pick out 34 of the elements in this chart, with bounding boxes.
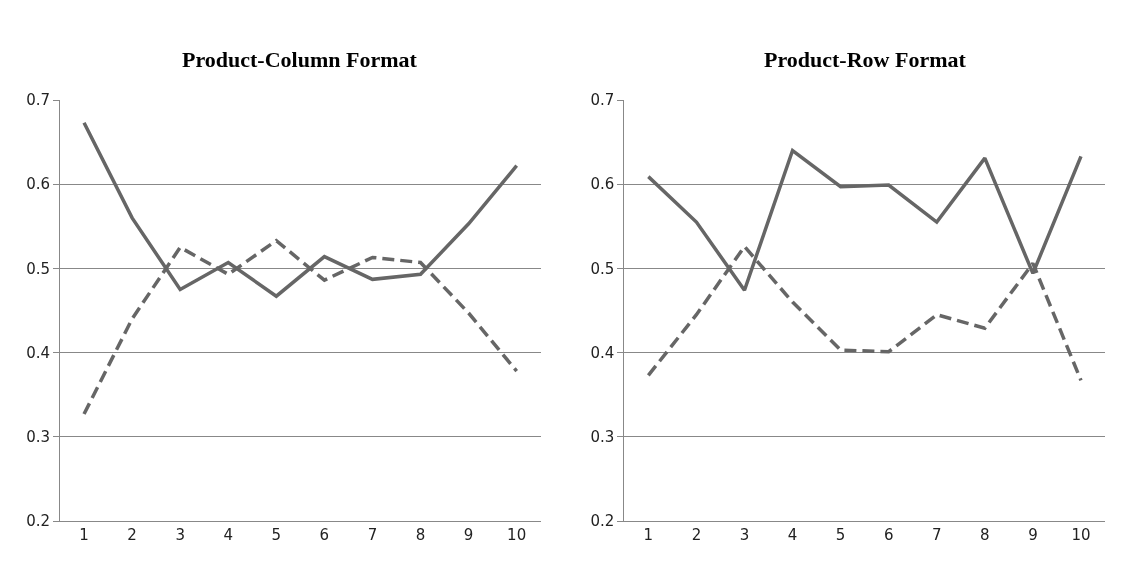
x-tick-label: 10 [507, 526, 527, 544]
x-tick-label: 5 [271, 526, 282, 544]
x-tick-label: 1 [643, 526, 654, 544]
y-tick-label: 0.6 [590, 175, 615, 194]
x-tick-label: 7 [931, 526, 942, 544]
y-tick-label: 0.2 [26, 512, 50, 531]
y-tick-label: 0.7 [590, 91, 615, 110]
x-tick-label: 8 [980, 526, 990, 544]
y-tick-label: 0.4 [26, 343, 50, 362]
x-tick-label: 6 [883, 526, 894, 544]
y-tick-label: 0.3 [590, 428, 615, 447]
x-tick-label: 5 [835, 526, 846, 544]
x-tick-label: 1 [79, 526, 89, 544]
chart-title: Product-Column Format [182, 47, 418, 72]
y-tick-label: 0.4 [590, 343, 615, 362]
x-tick-label: 2 [691, 526, 702, 544]
x-tick-label: 4 [223, 526, 234, 544]
x-tick-label: 7 [367, 526, 378, 544]
x-tick-label: 10 [1071, 526, 1091, 544]
y-tick-label: 0.7 [26, 91, 50, 110]
x-tick-label: 9 [463, 526, 474, 544]
chart-title: Product-Row Format [764, 47, 967, 72]
y-tick-label: 0.5 [26, 259, 50, 278]
x-tick-label: 9 [1028, 526, 1038, 544]
x-tick-label: 4 [787, 526, 798, 544]
x-tick-label: 8 [415, 526, 426, 544]
x-tick-label: 2 [127, 526, 137, 544]
x-tick-label: 3 [175, 526, 185, 544]
y-tick-label: 0.6 [26, 175, 50, 194]
y-tick-label: 0.5 [590, 259, 615, 278]
y-tick-label: 0.3 [26, 428, 50, 447]
y-tick-label: 0.2 [590, 512, 615, 531]
x-tick-label: 6 [319, 526, 330, 544]
x-tick-label: 3 [739, 526, 750, 544]
